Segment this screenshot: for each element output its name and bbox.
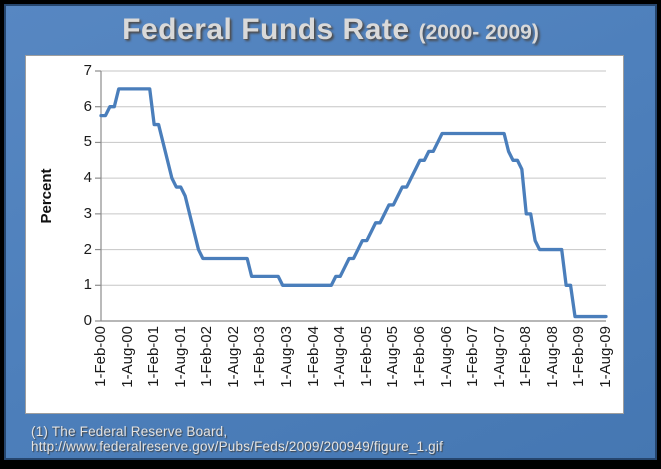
x-tick-label: 1-Feb-03 <box>251 326 269 387</box>
x-tick-label: 1-Feb-05 <box>357 326 375 387</box>
x-tick-label: 1-Feb-09 <box>570 326 588 387</box>
y-tick-label: 0 <box>83 312 92 329</box>
x-tick-label: 1-Aug-06 <box>437 326 455 388</box>
x-tick-label: 1-Aug-05 <box>384 326 402 388</box>
y-tick-label: 4 <box>83 169 92 187</box>
y-tick-label: 7 <box>83 62 92 79</box>
x-tick-label: 1-Feb-04 <box>304 326 322 387</box>
chart-title-years: (2000- 2009) <box>418 21 539 44</box>
y-tick-label: 1 <box>83 276 92 294</box>
x-tick-label: 1-Aug-04 <box>331 326 349 388</box>
y-tick-label: 2 <box>83 240 92 258</box>
x-tick-label: 1-Aug-08 <box>543 326 561 388</box>
x-tick-label: 1-Aug-01 <box>171 326 189 388</box>
x-tick-label: 1-Feb-06 <box>410 326 428 387</box>
x-tick-label: 1-Aug-00 <box>118 326 136 388</box>
x-tick-label: 1-Aug-09 <box>597 326 614 388</box>
chart-title: Federal Funds Rate (2000- 2009) <box>4 13 657 55</box>
y-axis-title: Percent <box>38 168 55 224</box>
chart-title-main: Federal Funds Rate <box>122 13 410 46</box>
x-tick-label: 1-Feb-00 <box>92 326 109 387</box>
source-citation: (1) The Federal Reserve Board, http://ww… <box>31 424 444 454</box>
x-tick-label: 1-Aug-02 <box>224 326 242 388</box>
y-tick-label: 6 <box>83 97 92 115</box>
x-tick-label: 1-Aug-07 <box>490 326 508 388</box>
x-tick-label: 1-Feb-02 <box>198 326 216 387</box>
x-tick-label: 1-Feb-07 <box>464 326 482 387</box>
line-chart <box>95 70 608 322</box>
chart-panel: Percent 0 1 2 3 4 5 6 7 1-Feb-00 1-Aug-00 1-Feb-0… <box>25 55 624 414</box>
x-tick-label: 1-Aug-03 <box>278 326 296 388</box>
x-tick-label: 1-Feb-08 <box>517 326 535 387</box>
y-tick-label: 5 <box>83 133 92 151</box>
rate-line <box>99 87 608 319</box>
y-tick-label: 3 <box>83 204 92 222</box>
x-tick-label: 1-Feb-01 <box>145 326 163 387</box>
